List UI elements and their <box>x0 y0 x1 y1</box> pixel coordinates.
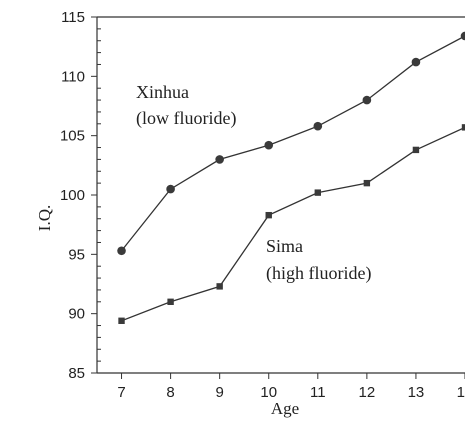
y-tick-label: 100 <box>60 187 85 204</box>
x-tick-label: 7 <box>117 384 125 401</box>
y-axis-label: I.Q. <box>35 205 54 231</box>
x-tick-label: 13 <box>408 384 425 401</box>
x-tick-label: 11 <box>310 384 326 401</box>
x-tick-label: 14 <box>457 384 465 401</box>
data-point-xinhua <box>314 122 323 131</box>
series-label-sima-note: (high fluoride) <box>266 263 371 284</box>
data-point-sima <box>413 147 419 153</box>
ticks: 8590951001051101157891011121314 <box>60 9 465 401</box>
data-point-xinhua <box>166 185 175 194</box>
x-tick-label: 12 <box>359 384 376 401</box>
data-point-sima <box>266 212 272 218</box>
data-point-xinhua <box>264 141 273 150</box>
y-tick-label: 105 <box>60 128 85 145</box>
data-point-sima <box>315 189 321 195</box>
data-point-xinhua <box>461 32 465 41</box>
data-point-sima <box>216 283 222 289</box>
series-line-sima <box>122 127 465 320</box>
series-label-sima-name: Sima <box>266 236 303 256</box>
series-label-xinhua-name: Xinhua <box>136 82 189 102</box>
x-tick-label: 8 <box>166 384 174 401</box>
data-point-sima <box>118 318 124 324</box>
series-line-xinhua <box>122 36 465 251</box>
data-point-xinhua <box>363 96 372 105</box>
y-tick-label: 90 <box>68 306 85 323</box>
data-point-xinhua <box>117 246 126 255</box>
series-label-xinhua-note: (low fluoride) <box>136 108 236 129</box>
y-tick-label: 95 <box>68 246 85 263</box>
y-tick-label: 110 <box>61 68 85 85</box>
x-tick-label: 9 <box>215 384 223 401</box>
x-axis-label: Age <box>271 399 299 418</box>
data-point-xinhua <box>412 58 421 67</box>
y-tick-label: 85 <box>68 365 85 382</box>
axes <box>97 17 465 373</box>
data-point-xinhua <box>215 155 224 164</box>
data-point-sima <box>167 299 173 305</box>
data-point-sima <box>364 180 370 186</box>
y-tick-label: 115 <box>61 9 85 26</box>
